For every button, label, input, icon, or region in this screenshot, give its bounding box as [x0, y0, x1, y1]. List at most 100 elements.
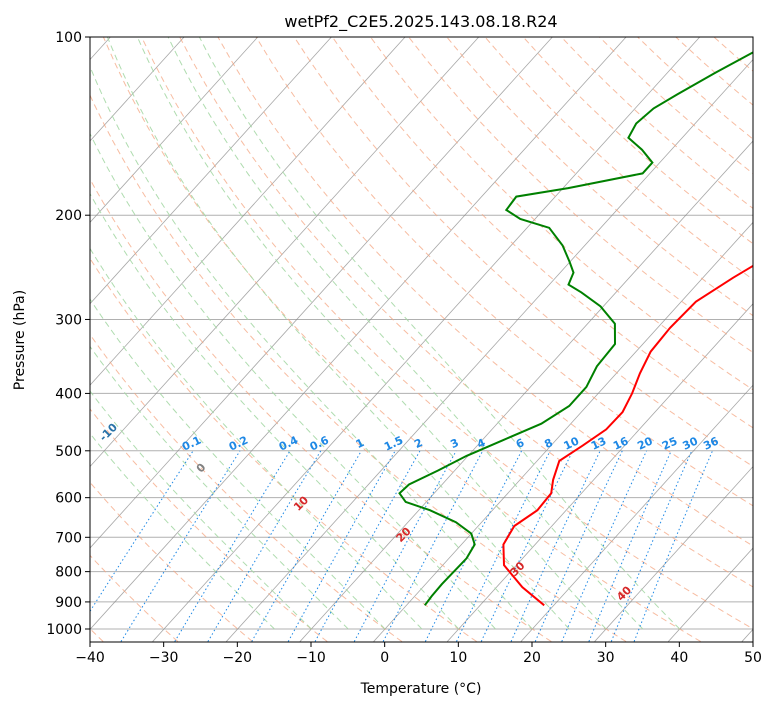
- mixing-ratio-label: 30: [681, 434, 701, 452]
- x-axis-ticks: −40 −30 −20 −10 0 10 20 30 40 50: [75, 642, 762, 666]
- moist-adiabat-line: [90, 390, 312, 630]
- moist-adiabat-line: [167, 37, 644, 630]
- y-axis-ticks: 100 200 300 400 500 600 700 800 900 1000: [46, 30, 90, 638]
- isotherm-line: [741, 628, 753, 642]
- y-tick-label: 400: [55, 386, 82, 402]
- background-lines: [90, 37, 753, 642]
- mixing-ratio-line: [174, 450, 291, 642]
- x-tick-label: 40: [670, 650, 688, 666]
- isotherm-line: [90, 37, 185, 142]
- moist-adiabat-line: [198, 37, 681, 630]
- isotherm-line: [594, 465, 753, 642]
- dry-adiabat-line: [90, 178, 552, 642]
- x-tick-label: 50: [744, 650, 762, 666]
- mixing-ratio-line: [610, 450, 693, 642]
- isotherm-line: [152, 37, 701, 642]
- moist-adiabat-line: [90, 298, 386, 630]
- isotherm-line: [520, 384, 753, 642]
- dry-adiabat-line: [141, 37, 753, 630]
- x-tick-label: −30: [149, 650, 179, 666]
- dry-adiabat-label: 30: [508, 559, 528, 579]
- chart-title: wetPf2_C2E5.2025.143.08.18.R24: [284, 12, 557, 32]
- mixing-ratio-label: 16: [611, 434, 631, 452]
- x-tick-label: 30: [597, 650, 615, 666]
- mixing-ratio-label: 25: [660, 434, 679, 452]
- x-tick-label: −20: [223, 650, 253, 666]
- moist-adiabat-line: [90, 432, 275, 630]
- dry-adiabat-label: -10: [97, 421, 120, 444]
- dry-adiabat-line: [102, 37, 701, 642]
- y-tick-label: 1000: [46, 622, 82, 638]
- dry-adiabat-label: 0: [194, 461, 209, 476]
- y-tick-label: 900: [55, 595, 82, 611]
- x-tick-label: 20: [523, 650, 541, 666]
- dry-adiabat-line: [179, 37, 753, 588]
- mixing-ratio-line: [251, 450, 362, 642]
- plot-frame: [89, 36, 754, 643]
- isotherm-line: [90, 37, 259, 223]
- isotherm-line: [90, 37, 332, 305]
- dry-adiabat-line: [90, 257, 477, 642]
- moist-adiabat-line: [90, 65, 533, 630]
- isotherm-line: [668, 547, 753, 642]
- moist-adiabat-line: [90, 132, 496, 630]
- mixing-ratio-label: 3: [448, 436, 460, 451]
- dry-adiabat-line: [408, 37, 753, 354]
- mixing-ratio-line: [382, 450, 484, 642]
- mixing-ratio-label: 13: [589, 434, 608, 452]
- moist-adiabat-line: [90, 247, 423, 630]
- isotherm-line: [226, 58, 753, 642]
- isotherm-line: [90, 37, 480, 468]
- dry-adiabat-line: [637, 37, 753, 140]
- moist-adiabat-line: [106, 37, 570, 630]
- mixing-ratio-label: 6: [514, 436, 527, 451]
- y-tick-label: 200: [55, 208, 82, 224]
- y-tick-label: 800: [55, 565, 82, 581]
- dry-adiabat-line: [255, 37, 753, 507]
- dewpoint-line: [398, 51, 753, 606]
- isotherm-line: [447, 303, 753, 642]
- temperature-line: [502, 264, 753, 607]
- dry-adiabat-line: [675, 37, 753, 106]
- x-tick-label: −10: [296, 650, 326, 666]
- dry-adiabat-line: [560, 37, 753, 210]
- dry-adiabat-line: [90, 94, 627, 642]
- dry-adiabat-label: 20: [394, 525, 414, 545]
- mixing-ratio-line: [633, 450, 713, 642]
- dry-adiabat-line: [713, 37, 753, 72]
- y-tick-label: 300: [55, 312, 82, 328]
- mixing-ratio-label: 20: [635, 434, 655, 452]
- dry-adiabat-line: [370, 37, 753, 391]
- x-tick-label: 0: [380, 650, 389, 666]
- mixing-ratio-line: [424, 450, 523, 642]
- isotherm-line: [90, 37, 406, 386]
- x-tick-label: 10: [449, 650, 467, 666]
- mixing-ratio-line: [588, 450, 672, 642]
- mixing-ratio-line: [456, 450, 551, 642]
- dry-adiabat-line: [446, 37, 753, 317]
- x-axis-label: Temperature (°C): [360, 681, 482, 697]
- mixing-ratio-line: [353, 450, 457, 642]
- mixing-ratio-label: 10: [562, 434, 582, 452]
- mixing-ratio-line: [510, 450, 601, 642]
- isotherm-line: [90, 37, 627, 630]
- isotherm-line: [373, 221, 753, 642]
- dry-adiabat-line: [90, 481, 253, 642]
- dry-adiabat-line: [90, 408, 328, 642]
- mixing-ratio-line: [314, 450, 421, 642]
- dry-adiabat-line: [522, 37, 753, 245]
- mixing-ratio-line: [120, 450, 241, 642]
- moist-adiabat-line: [136, 37, 607, 630]
- mixing-ratio-label: 36: [701, 434, 721, 452]
- dry-adiabat-line: [90, 333, 403, 642]
- mixing-ratio-line: [561, 450, 648, 642]
- mixing-ratio-line: [287, 450, 396, 642]
- mixing-ratio-line: [90, 450, 194, 613]
- mixing-ratio-label: 2: [412, 436, 424, 451]
- isotherm-line: [90, 37, 553, 549]
- y-tick-label: 500: [55, 444, 82, 460]
- dry-adiabat-line: [331, 37, 753, 429]
- dry-adiabat-line: [217, 37, 753, 547]
